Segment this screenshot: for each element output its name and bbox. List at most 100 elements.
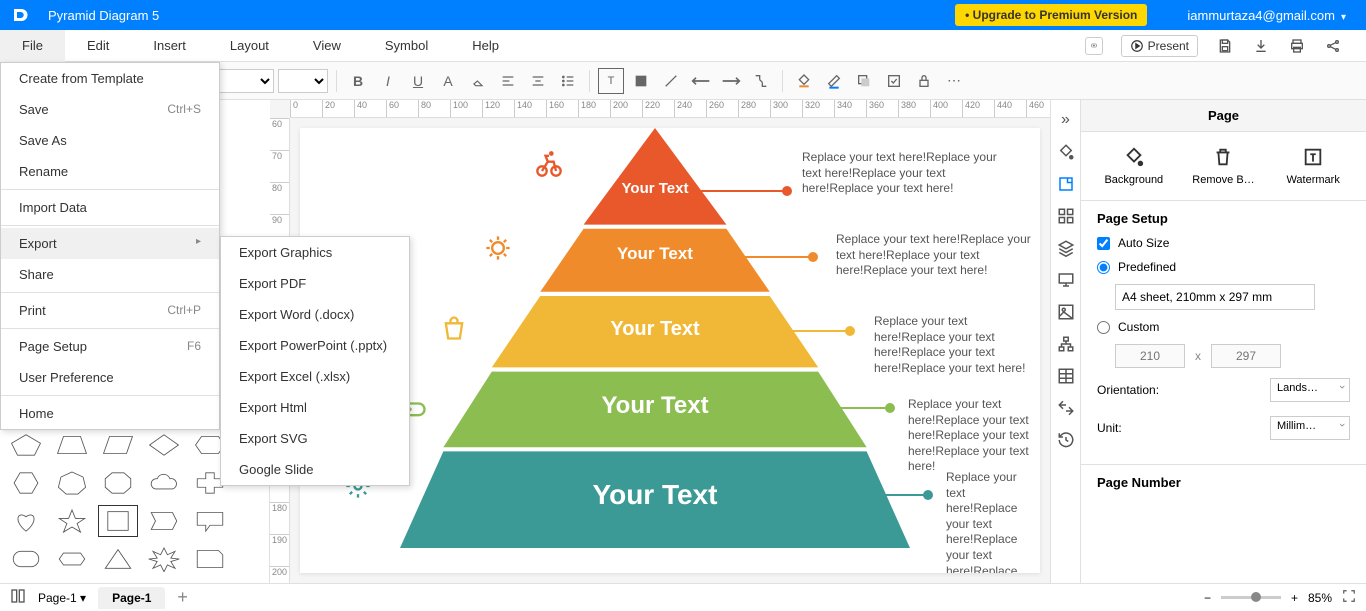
shape-burst[interactable] (144, 543, 184, 575)
file-print[interactable]: PrintCtrl+P (1, 295, 219, 326)
image-icon[interactable] (1056, 302, 1076, 322)
export-html[interactable]: Export Html (221, 392, 409, 423)
menu-file[interactable]: File (0, 30, 65, 62)
shape-roundrect[interactable] (6, 543, 46, 575)
shadow-icon[interactable] (851, 68, 877, 94)
fill-color-icon[interactable] (791, 68, 817, 94)
download-icon[interactable] (1252, 37, 1270, 55)
zoom-in[interactable]: + (1291, 591, 1298, 605)
lock-icon[interactable] (911, 68, 937, 94)
export-pdf[interactable]: Export PDF (221, 268, 409, 299)
shape-callout[interactable] (190, 505, 230, 537)
shape-star[interactable] (52, 505, 92, 537)
file-share[interactable]: Share (1, 259, 219, 290)
line-color-icon[interactable] (821, 68, 847, 94)
shape-pentagon[interactable] (6, 429, 46, 461)
zoom-out[interactable]: − (1204, 591, 1211, 605)
annotation-3[interactable]: Replace your text here!Replace your text… (874, 314, 1034, 376)
fill-tool-icon[interactable] (1056, 142, 1076, 162)
file-save[interactable]: SaveCtrl+S (1, 94, 219, 125)
file-create-template[interactable]: Create from Template (1, 63, 219, 94)
connector-icon[interactable] (748, 68, 774, 94)
zoom-slider[interactable] (1221, 596, 1281, 599)
custom-radio[interactable] (1097, 321, 1110, 334)
shape-flag[interactable] (144, 505, 184, 537)
shape-octagon[interactable] (98, 467, 138, 499)
annotation-2[interactable]: Replace your text here!Replace your text… (836, 232, 1036, 279)
panel-remove-bg[interactable]: Remove B… (1183, 146, 1263, 186)
upgrade-button[interactable]: • Upgrade to Premium Version (955, 4, 1147, 26)
panel-watermark[interactable]: Watermark (1273, 146, 1353, 186)
export-excel[interactable]: Export Excel (.xlsx) (221, 361, 409, 392)
more-icon[interactable]: ⋯ (941, 68, 967, 94)
slideshow-icon[interactable] (1085, 37, 1103, 55)
file-home[interactable]: Home (1, 398, 219, 429)
pages-icon[interactable] (10, 588, 26, 607)
orientation-select[interactable]: Lands… (1270, 378, 1350, 402)
bullets-icon[interactable] (555, 68, 581, 94)
arrow-start-icon[interactable] (688, 68, 714, 94)
app-logo[interactable] (0, 6, 40, 24)
print-icon[interactable] (1288, 37, 1306, 55)
shape-square[interactable] (98, 505, 138, 537)
table-icon[interactable] (1056, 366, 1076, 386)
menu-insert[interactable]: Insert (131, 30, 208, 62)
grid-tool-icon[interactable] (1056, 206, 1076, 226)
bold-icon[interactable]: B (345, 68, 371, 94)
fill-icon[interactable] (628, 68, 654, 94)
panel-background[interactable]: Background (1094, 146, 1174, 186)
shape-parallelogram[interactable] (98, 429, 138, 461)
menu-edit[interactable]: Edit (65, 30, 131, 62)
file-rename[interactable]: Rename (1, 156, 219, 187)
italic-icon[interactable]: I (375, 68, 401, 94)
user-menu[interactable]: iammurtaza4@gmail.com (1187, 8, 1366, 23)
expand-icon[interactable]: » (1056, 110, 1076, 130)
export-graphics[interactable]: Export Graphics (221, 237, 409, 268)
shape-cloud[interactable] (144, 467, 184, 499)
predefined-radio[interactable] (1097, 261, 1110, 274)
save-icon[interactable] (1216, 37, 1234, 55)
file-page-setup[interactable]: Page SetupF6 (1, 331, 219, 362)
annotation-4[interactable]: Replace your text here!Replace your text… (908, 397, 1038, 475)
add-page-button[interactable]: + (177, 587, 188, 608)
shape-snip[interactable] (190, 543, 230, 575)
page-select[interactable]: Page-1 ▾ (38, 591, 86, 605)
height-input[interactable] (1211, 344, 1281, 368)
menu-help[interactable]: Help (450, 30, 521, 62)
presentation-icon[interactable] (1056, 270, 1076, 290)
annotation-5[interactable]: Replace your text here!Replace your text… (946, 470, 1038, 573)
export-svg[interactable]: Export SVG (221, 423, 409, 454)
checkbox-icon[interactable] (881, 68, 907, 94)
shape-heptagon[interactable] (52, 467, 92, 499)
paper-size-select[interactable] (1115, 284, 1315, 310)
history-icon[interactable] (1056, 430, 1076, 450)
align-h-icon[interactable] (495, 68, 521, 94)
present-button[interactable]: Present (1121, 35, 1198, 57)
page[interactable]: Your Text Your Text Your Text Your Text … (300, 128, 1040, 573)
line-icon[interactable] (658, 68, 684, 94)
file-import[interactable]: Import Data (1, 192, 219, 223)
font-color-icon[interactable]: A (435, 68, 461, 94)
export-gslide[interactable]: Google Slide (221, 454, 409, 485)
fit-icon[interactable] (1342, 589, 1356, 606)
share-icon[interactable] (1324, 37, 1342, 55)
collapse-icon-2[interactable] (1056, 398, 1076, 418)
shape-triangle[interactable] (98, 543, 138, 575)
arrow-end-icon[interactable] (718, 68, 744, 94)
font-size-select[interactable] (278, 69, 328, 93)
width-input[interactable] (1115, 344, 1185, 368)
export-ppt[interactable]: Export PowerPoint (.pptx) (221, 330, 409, 361)
shape-heart[interactable] (6, 505, 46, 537)
shape-diamond[interactable] (144, 429, 184, 461)
shape-trapezoid[interactable] (52, 429, 92, 461)
text-tool-icon[interactable]: T (598, 68, 624, 94)
annotation-1[interactable]: Replace your text here!Replace your text… (802, 150, 1002, 197)
highlight-icon[interactable] (465, 68, 491, 94)
align-v-icon[interactable] (525, 68, 551, 94)
menu-symbol[interactable]: Symbol (363, 30, 450, 62)
layers-icon[interactable] (1056, 238, 1076, 258)
unit-select[interactable]: Millim… (1270, 416, 1350, 440)
menu-view[interactable]: View (291, 30, 363, 62)
file-save-as[interactable]: Save As (1, 125, 219, 156)
export-word[interactable]: Export Word (.docx) (221, 299, 409, 330)
